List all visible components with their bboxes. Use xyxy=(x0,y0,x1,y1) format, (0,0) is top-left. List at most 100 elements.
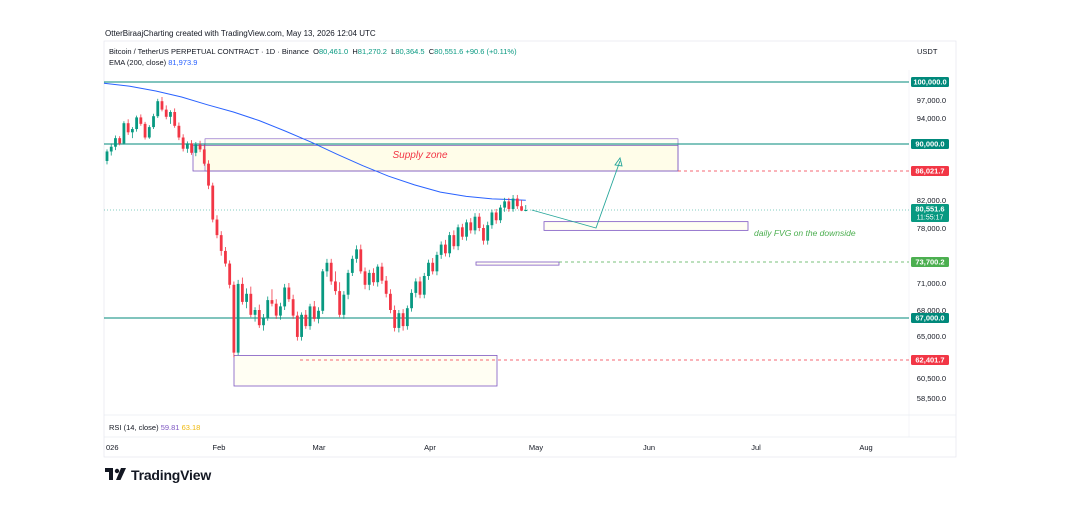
candle-body xyxy=(169,112,172,117)
candle-body xyxy=(350,258,354,273)
candle-body xyxy=(135,117,139,130)
candle-body xyxy=(452,235,456,247)
candle-body xyxy=(473,216,477,231)
x-tick-label: May xyxy=(529,443,543,452)
price-label-badge xyxy=(911,257,949,267)
price-label-text: 90,000.0 xyxy=(915,140,944,149)
candle-body xyxy=(359,249,363,272)
x-tick-label: Jun xyxy=(643,443,655,452)
candle-body xyxy=(126,123,130,133)
y-tick-label: 97,000.0 xyxy=(917,96,946,105)
candle-body xyxy=(202,149,206,164)
rsi-label: RSI (14, close) xyxy=(109,423,159,432)
candle-body xyxy=(253,310,257,315)
candle-body xyxy=(105,151,109,161)
price-label-badge xyxy=(911,204,949,222)
candle-body xyxy=(274,303,278,316)
chart-credit: OtterBiraajCharting created with Trading… xyxy=(105,29,376,38)
ohlc-change: +90.6 (+0.11%) xyxy=(465,47,517,56)
candle-body xyxy=(164,109,168,117)
candle-body xyxy=(114,138,117,147)
zone-box xyxy=(233,354,498,387)
candle-body xyxy=(139,117,143,124)
supply-zone-box xyxy=(204,138,679,172)
price-label-text: 67,000.0 xyxy=(915,314,944,323)
candle-body xyxy=(367,272,371,285)
candle-body xyxy=(300,314,303,337)
ema-value: 81,973.9 xyxy=(168,58,198,67)
price-label-text: 100,000.0 xyxy=(913,78,946,87)
tradingview-logo[interactable]: TradingView xyxy=(105,466,211,484)
rsi-legend: RSI (14, close) 59.81 63.18 xyxy=(109,423,200,432)
candle-body xyxy=(422,276,426,295)
x-tick-label: Mar xyxy=(313,443,326,452)
candle-body xyxy=(181,137,185,149)
candle-body xyxy=(240,283,244,302)
candle-body xyxy=(490,212,494,226)
candle-body xyxy=(317,310,320,319)
candle-body xyxy=(109,146,113,152)
price-label-badge xyxy=(911,139,949,149)
candle-body xyxy=(503,201,507,208)
ohlc-open: O80,461.0 xyxy=(313,47,349,56)
candle-body xyxy=(279,306,282,316)
candle-body xyxy=(520,206,523,211)
x-tick-label: 026 xyxy=(106,443,119,452)
candle-body xyxy=(334,281,337,292)
candle-body xyxy=(266,300,270,318)
candle-body xyxy=(232,284,236,353)
candle-body xyxy=(207,163,210,186)
candle-body xyxy=(482,228,485,241)
candle-body xyxy=(456,227,460,247)
price-label-text: 86,021.7 xyxy=(915,167,944,176)
candle-body xyxy=(291,299,295,316)
candle-body xyxy=(469,222,473,231)
candle-body xyxy=(418,281,422,295)
ema-200-line xyxy=(103,82,526,201)
y-tick-label: 94,000.0 xyxy=(917,114,946,123)
zone-box xyxy=(543,221,749,231)
candle-body xyxy=(444,244,447,254)
candle-body xyxy=(439,244,443,255)
candle-body xyxy=(312,306,316,319)
candle-body xyxy=(397,313,401,328)
ohlc-low: L80,364.5 xyxy=(391,47,425,56)
candle-body xyxy=(190,143,193,153)
candle-body xyxy=(295,315,299,337)
symbol-legend: Bitcoin / TetherUS PERPETUAL CONTRACT · … xyxy=(109,47,517,56)
price-label-badge xyxy=(911,355,949,365)
candle-body xyxy=(393,310,397,328)
candle-body xyxy=(156,101,160,117)
price-label-text: 62,401.7 xyxy=(915,356,944,365)
candle-body xyxy=(122,123,126,144)
candle-body xyxy=(304,314,308,327)
candle-body xyxy=(389,293,392,310)
candle-body xyxy=(177,125,181,138)
candle-body xyxy=(401,313,405,327)
candle-body xyxy=(376,266,380,283)
candle-body xyxy=(372,272,375,283)
x-tick-label: Feb xyxy=(213,443,226,452)
candle-body xyxy=(363,271,367,285)
fvg-label: daily FVG on the downside xyxy=(754,228,856,238)
ema-legend: EMA (200, close) 81,973.9 xyxy=(109,58,197,67)
candle-body xyxy=(431,262,435,272)
candle-body xyxy=(498,207,502,221)
candle-body xyxy=(245,293,248,302)
candle-body xyxy=(448,235,452,254)
price-label-text: 80,551.6 xyxy=(915,205,944,214)
candle-body xyxy=(355,249,358,259)
rsi-value-2: 63.18 xyxy=(181,423,201,432)
candle-body xyxy=(173,112,177,126)
candle-body xyxy=(427,262,430,277)
candle-body xyxy=(325,262,329,272)
candle-body xyxy=(118,138,122,144)
candle-body xyxy=(338,291,342,315)
ohlc-high: H81,270.2 xyxy=(352,47,387,56)
candle-body xyxy=(494,212,498,221)
currency-label[interactable]: USDT xyxy=(917,47,938,56)
candle-body xyxy=(283,287,287,307)
candle-body xyxy=(524,210,528,211)
zone-box xyxy=(475,261,560,266)
